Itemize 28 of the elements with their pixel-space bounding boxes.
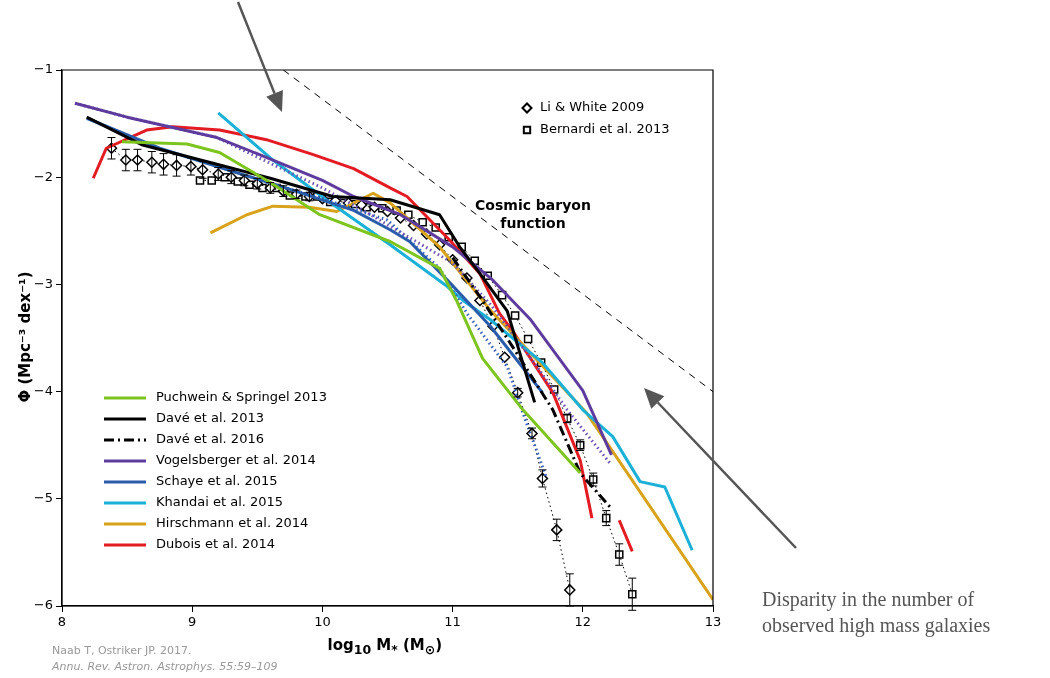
y-axis-title: Φ (Mpc⁻³ dex⁻¹) bbox=[16, 270, 34, 405]
legend-label: Schaye et al. 2015 bbox=[156, 473, 278, 489]
x-axis-title: log$_{10}$ M$_{*}$ (M$_{⊙}$) bbox=[327, 636, 443, 657]
x-tick-label: 12 bbox=[574, 614, 592, 630]
text: Annu. Rev. Astron. Astrophys. 55:59–109 bbox=[52, 660, 278, 673]
legend-label: Hirschmann et al. 2014 bbox=[156, 515, 309, 531]
text: Naab T, Ostriker JP. 2017. bbox=[52, 644, 192, 657]
x-tick-label: 9 bbox=[188, 614, 197, 630]
legend-label: Dubois et al. 2014 bbox=[156, 536, 276, 552]
legend-label: Li & White 2009 bbox=[540, 99, 645, 115]
x-tick-label: 10 bbox=[314, 614, 331, 630]
annotation: Cosmic baryon function bbox=[474, 196, 592, 232]
y-tick-label: −5 bbox=[33, 490, 53, 506]
legend-label: Puchwein & Springel 2013 bbox=[156, 389, 327, 405]
legend-label: Davé et al. 2016 bbox=[156, 431, 264, 447]
legend-label: Vogelsberger et al. 2014 bbox=[156, 452, 316, 468]
y-tick-label: −3 bbox=[33, 275, 53, 291]
y-tick-label: −2 bbox=[33, 168, 53, 184]
x-tick-label: 11 bbox=[444, 614, 461, 630]
x-tick-label: 8 bbox=[57, 614, 67, 630]
legend-label: Davé et al. 2013 bbox=[156, 410, 264, 426]
x-tick-label: 13 bbox=[704, 614, 722, 630]
legend-label: Bernardi et al. 2013 bbox=[540, 121, 670, 137]
legend-label: Khandai et al. 2015 bbox=[156, 494, 284, 510]
y-tick-label: −4 bbox=[33, 382, 53, 398]
y-tick-label: −6 bbox=[33, 597, 53, 613]
text: Disparity in the number of observed high mass galaxies bbox=[762, 587, 992, 638]
y-tick-label: −1 bbox=[33, 61, 53, 77]
